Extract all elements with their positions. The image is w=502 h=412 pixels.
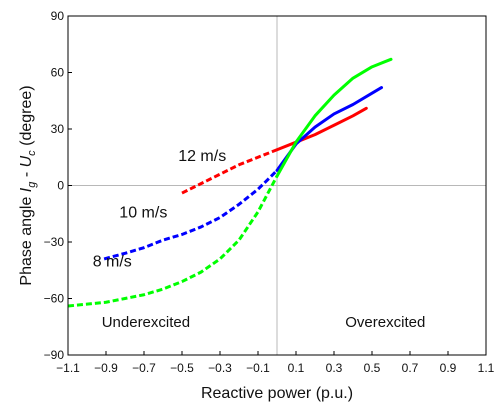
x-tick-label: −0.7	[132, 361, 156, 375]
x-tick-label: −0.1	[246, 361, 270, 375]
x-tick-label: 0.3	[326, 361, 343, 375]
annotation-overexcited: Overexcited	[345, 314, 425, 331]
series-layer	[67, 57, 393, 308]
labels-layer: Reactive power (p.u.) Phase angle Ig - U…	[18, 85, 425, 402]
x-axis-label: Reactive power (p.u.)	[201, 385, 353, 402]
x-tick-label: 0.7	[402, 361, 419, 375]
series-label-8ms: 8 m/s	[93, 253, 132, 270]
y-axis-label-var-i: I	[18, 187, 35, 192]
y-tick-label: 0	[57, 179, 64, 193]
y-axis-label-prefix: Phase angle	[18, 192, 35, 285]
x-tick-label: 0.5	[364, 361, 381, 375]
x-tick-label: 0.9	[440, 361, 457, 375]
y-tick-label: 90	[51, 9, 65, 23]
series-label-10ms: 10 m/s	[119, 205, 167, 222]
series-8ms-dashed-segment	[67, 175, 279, 308]
y-tick-label: −60	[44, 292, 65, 306]
y-axis-label: Phase angle Ig - Uc (degree)	[18, 85, 38, 285]
y-tick-label: 60	[51, 66, 65, 80]
series-label-12ms: 12 m/s	[178, 148, 226, 165]
y-tick-label: −30	[44, 235, 65, 249]
y-axis-label-var-u: U	[18, 155, 35, 167]
y-axis-label-sub-g: g	[26, 181, 38, 188]
x-tick-label: 0.1	[288, 361, 305, 375]
y-axis-label-suffix: (degree)	[18, 85, 35, 150]
series-12ms-solid-segment	[275, 106, 368, 152]
x-tick-label: 1.1	[478, 361, 495, 375]
series-8ms-solid-segment	[275, 57, 393, 178]
reference-lines	[68, 16, 486, 355]
y-axis-label-sub-c: c	[26, 150, 38, 156]
annotation-underexcited: Underexcited	[102, 314, 190, 331]
y-tick-label: −90	[44, 348, 65, 362]
x-tick-label: −0.3	[208, 361, 232, 375]
x-tick-label: −0.5	[170, 361, 194, 375]
y-tick-label: 30	[51, 122, 65, 136]
ticks-layer: −1.1 −0.9 −0.7 −0.5 −0.3 −0.1 0.1 0.3 0.5 0.7 0.9 1…	[44, 9, 495, 375]
series-10ms-dashed-segment	[103, 169, 279, 261]
x-tick-label: −1.1	[56, 361, 80, 375]
y-axis-label-minus: -	[18, 167, 35, 181]
x-tick-label: −0.9	[94, 361, 118, 375]
